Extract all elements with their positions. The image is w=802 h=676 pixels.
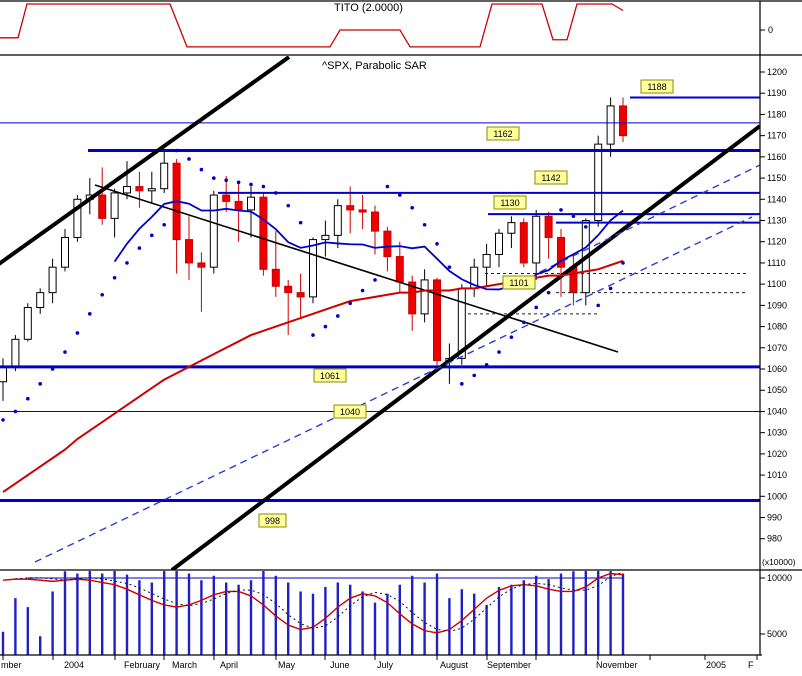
svg-text:1040: 1040 (340, 407, 360, 417)
svg-text:1170: 1170 (767, 131, 786, 141)
tito-indicator-title: TITO (2.0000) (334, 2, 403, 14)
svg-text:1190: 1190 (767, 88, 786, 98)
svg-text:5000: 5000 (767, 629, 787, 639)
svg-text:980: 980 (767, 534, 782, 544)
svg-text:1030: 1030 (767, 428, 787, 438)
candles (0, 97, 627, 401)
svg-text:1162: 1162 (493, 129, 512, 139)
svg-text:1060: 1060 (767, 364, 787, 374)
svg-text:2004: 2004 (64, 660, 84, 670)
svg-text:1110: 1110 (767, 258, 786, 268)
svg-text:April: April (220, 660, 238, 670)
svg-text:2005: 2005 (706, 660, 726, 670)
svg-text:F: F (748, 660, 754, 670)
svg-text:990: 990 (767, 513, 782, 523)
svg-text:1080: 1080 (767, 322, 787, 332)
svg-text:August: August (440, 660, 469, 670)
svg-text:1101: 1101 (509, 278, 528, 288)
tito-line (0, 3, 624, 48)
svg-text:1142: 1142 (541, 173, 560, 183)
svg-text:May: May (278, 660, 296, 670)
svg-text:1120: 1120 (767, 237, 786, 247)
svg-text:November: November (596, 660, 638, 670)
svg-text:February: February (124, 660, 161, 670)
price-panel-title: ^SPX, Parabolic SAR (322, 60, 427, 72)
svg-text:1188: 1188 (647, 82, 666, 92)
svg-text:1040: 1040 (767, 406, 787, 416)
svg-text:1061: 1061 (320, 371, 340, 381)
svg-text:1050: 1050 (767, 385, 787, 395)
svg-text:(x10000): (x10000) (762, 557, 796, 567)
tito-plot (0, 3, 624, 48)
svg-text:10000: 10000 (767, 573, 792, 583)
svg-text:1130: 1130 (500, 198, 519, 208)
svg-text:June: June (330, 660, 350, 670)
svg-text:March: March (172, 660, 197, 670)
svg-text:1200: 1200 (767, 67, 787, 77)
svg-text:1000: 1000 (767, 491, 787, 501)
svg-text:1070: 1070 (767, 343, 787, 353)
price-ma-blue (113, 200, 624, 291)
svg-text:998: 998 (265, 516, 280, 526)
svg-text:1150: 1150 (767, 173, 786, 183)
svg-text:September: September (487, 660, 531, 670)
svg-text:mber: mber (1, 660, 22, 670)
svg-text:1020: 1020 (767, 449, 787, 459)
volume-plot (1, 571, 625, 655)
svg-text:1140: 1140 (767, 194, 786, 204)
price-plot: 1188 1162 1142 1130 1101 1061 1040 998 (0, 56, 760, 570)
svg-text:1160: 1160 (767, 152, 786, 162)
volume-ma-dotted (15, 571, 624, 633)
volume-ma-red (2, 572, 624, 634)
svg-text:1130: 1130 (767, 216, 786, 226)
svg-text:1010: 1010 (767, 470, 787, 480)
svg-text:1180: 1180 (767, 109, 786, 119)
psar-dots (1, 148, 625, 422)
price-flags: 1188 1162 1142 1130 1101 1061 1040 998 (258, 79, 674, 528)
svg-text:July: July (377, 660, 394, 670)
svg-text:1100: 1100 (767, 279, 786, 289)
svg-text:1090: 1090 (767, 300, 787, 310)
svg-text:0: 0 (768, 25, 773, 35)
